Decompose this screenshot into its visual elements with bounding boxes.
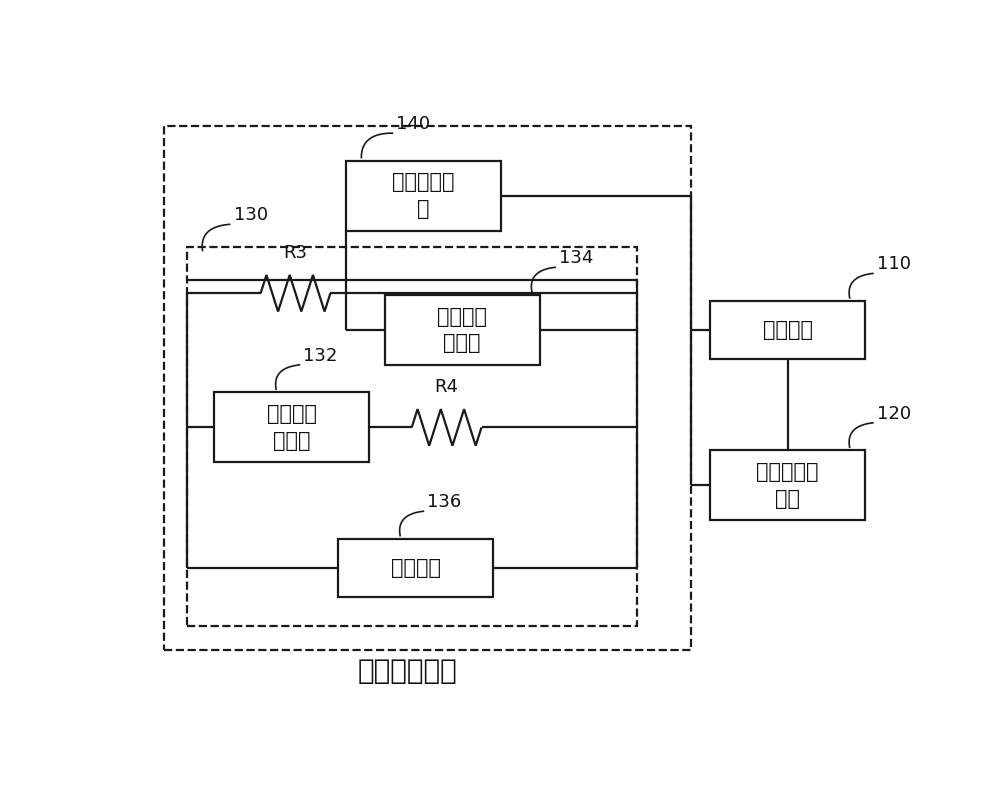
Text: 130: 130 <box>234 207 268 224</box>
Text: 120: 120 <box>877 405 911 423</box>
Text: 140: 140 <box>396 115 430 133</box>
Bar <box>346 161 501 230</box>
Text: 信号比较电
路: 信号比较电 路 <box>392 173 455 219</box>
Text: 136: 136 <box>427 493 462 512</box>
Bar <box>710 451 865 520</box>
Text: 温湿度检测
模块: 温湿度检测 模块 <box>756 463 819 508</box>
Text: 供电电源: 供电电源 <box>391 558 441 577</box>
Text: 控制模块: 控制模块 <box>763 320 813 340</box>
Bar <box>385 295 540 365</box>
Bar <box>338 539 493 596</box>
Bar <box>164 125 691 650</box>
Text: R4: R4 <box>435 378 459 396</box>
Text: 水浸检测模块: 水浸检测模块 <box>358 657 458 685</box>
Bar <box>710 301 865 359</box>
Text: 132: 132 <box>303 347 338 365</box>
Bar <box>187 247 637 626</box>
Text: 第一水浸
传感器: 第一水浸 传感器 <box>267 404 317 451</box>
Text: R3: R3 <box>284 243 308 261</box>
Bar <box>214 392 369 463</box>
Text: 134: 134 <box>559 249 593 268</box>
Text: 110: 110 <box>877 255 911 273</box>
Text: 第二水浸
传感器: 第二水浸 传感器 <box>437 307 487 353</box>
